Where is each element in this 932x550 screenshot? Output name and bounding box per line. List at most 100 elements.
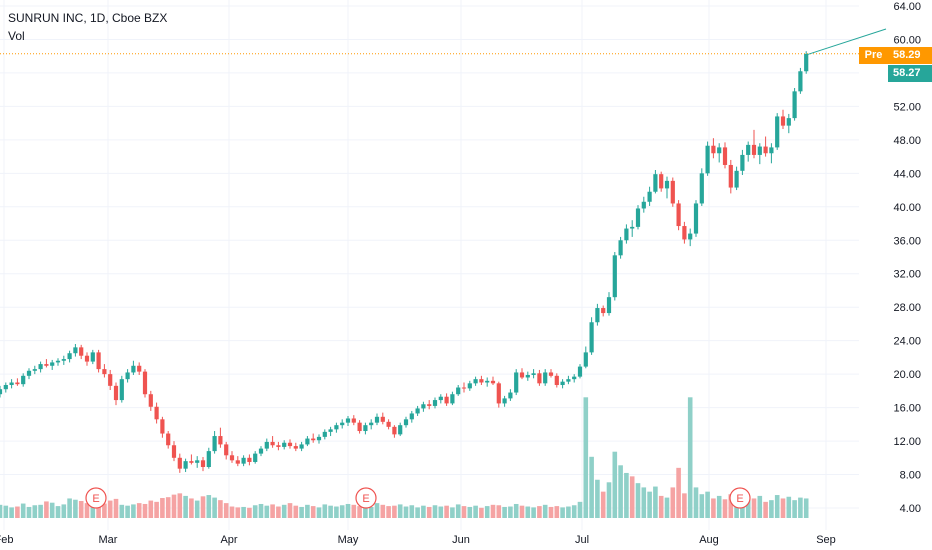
candle-body (218, 436, 223, 445)
candle-body (647, 191, 652, 202)
volume-bar (513, 503, 519, 518)
volume-bar (276, 506, 281, 518)
volume-bar (44, 501, 49, 518)
x-tick-label: May (338, 534, 359, 546)
candle-body (183, 461, 188, 469)
volume-bar (3, 505, 9, 518)
candle-body (189, 461, 194, 463)
volume-bar (421, 505, 426, 518)
volume-bar (270, 504, 275, 518)
earnings-marker: E (355, 487, 377, 509)
volume-bar (403, 506, 409, 518)
y-tick-label: 16.00 (893, 403, 921, 415)
volume-indicator-label[interactable]: Vol (8, 29, 25, 43)
candle-body (780, 116, 786, 126)
volume-bar (177, 493, 183, 518)
volume-bar (751, 498, 757, 518)
candle-body (392, 426, 397, 435)
candle-body (328, 429, 333, 432)
candle-body (502, 398, 507, 404)
volume-bar (258, 503, 264, 518)
candle-body (688, 233, 693, 240)
volume-bar (78, 501, 84, 518)
candle-body (804, 53, 809, 72)
volume-bar (769, 500, 774, 518)
candle-body (485, 380, 490, 383)
candle-body (740, 154, 745, 171)
candle-body (200, 460, 206, 468)
candle-body (583, 352, 588, 367)
candle-body (525, 374, 530, 378)
y-tick-label: 48.00 (893, 135, 921, 147)
candle-body (722, 147, 728, 165)
candle-body (55, 360, 61, 363)
time-axis[interactable]: Feb Mar Apr May Jun Jul Aug Sep (0, 534, 836, 546)
y-tick-label: 40.00 (893, 202, 921, 214)
candle-body (456, 387, 461, 395)
volume-bar (786, 496, 792, 518)
volume-bar (397, 504, 403, 518)
trend-line[interactable] (806, 28, 887, 56)
candle-body (537, 373, 542, 384)
candle-body (792, 91, 797, 119)
earnings-marker-label: E (92, 493, 99, 505)
candle-body (171, 445, 177, 458)
candle-body (276, 445, 281, 447)
candle-body (26, 370, 32, 376)
volume-bar (223, 503, 229, 518)
chart-legend: SUNRUN INC, 1D, Cboe BZX Vol (8, 9, 167, 45)
candle-body (409, 413, 414, 420)
y-tick-label: 36.00 (893, 235, 921, 247)
volume-bar (9, 507, 14, 518)
volume-bar (589, 456, 594, 518)
candle-body (508, 392, 513, 399)
candle-body (287, 442, 293, 447)
candle-body (531, 373, 536, 375)
symbol-title[interactable]: SUNRUN INC, 1D, Cboe BZX (8, 11, 168, 25)
earnings-marker: E (85, 487, 107, 509)
volume-bar (96, 501, 101, 518)
volume-bar (380, 504, 386, 518)
volume-bar (461, 506, 467, 518)
volume-bar (699, 494, 705, 518)
candle-body (270, 441, 275, 446)
candle-body (699, 173, 704, 204)
candle-body (415, 408, 420, 414)
volume-bar (165, 497, 171, 518)
y-tick-label: 4.00 (900, 503, 921, 515)
candle-body (641, 201, 646, 209)
candle-body (357, 422, 362, 432)
candle-body (38, 364, 43, 370)
candle-body (316, 436, 322, 441)
earnings-marker: E (729, 487, 751, 509)
y-tick-label: 64.00 (893, 1, 921, 13)
candle-body (514, 372, 519, 393)
candle-body (125, 372, 130, 380)
candle-body (664, 180, 670, 189)
volume-bar (374, 503, 380, 518)
volume-bar (310, 506, 316, 518)
gridlines (0, 0, 859, 530)
volume-bar (125, 505, 130, 518)
volume-bar (339, 505, 345, 518)
volume-bar (531, 507, 536, 518)
volume-bar (670, 487, 676, 518)
candle-body (148, 394, 153, 407)
volume-bar (490, 504, 496, 518)
volume-bar (757, 495, 763, 518)
candle-body (374, 416, 380, 423)
candle-body (757, 146, 762, 155)
volume-bar (571, 505, 577, 518)
candle-body (798, 71, 803, 92)
candle-body (786, 118, 791, 126)
x-tick-label: Mar (99, 534, 118, 546)
volume-bar (473, 505, 478, 518)
volume-bar (351, 504, 357, 518)
y-tick-label: 28.00 (893, 302, 921, 314)
volume-bar (392, 505, 397, 518)
candle-body (241, 457, 246, 464)
volume-bar (136, 503, 142, 518)
earnings-marker-circle (729, 487, 751, 509)
candle-body (119, 379, 124, 401)
